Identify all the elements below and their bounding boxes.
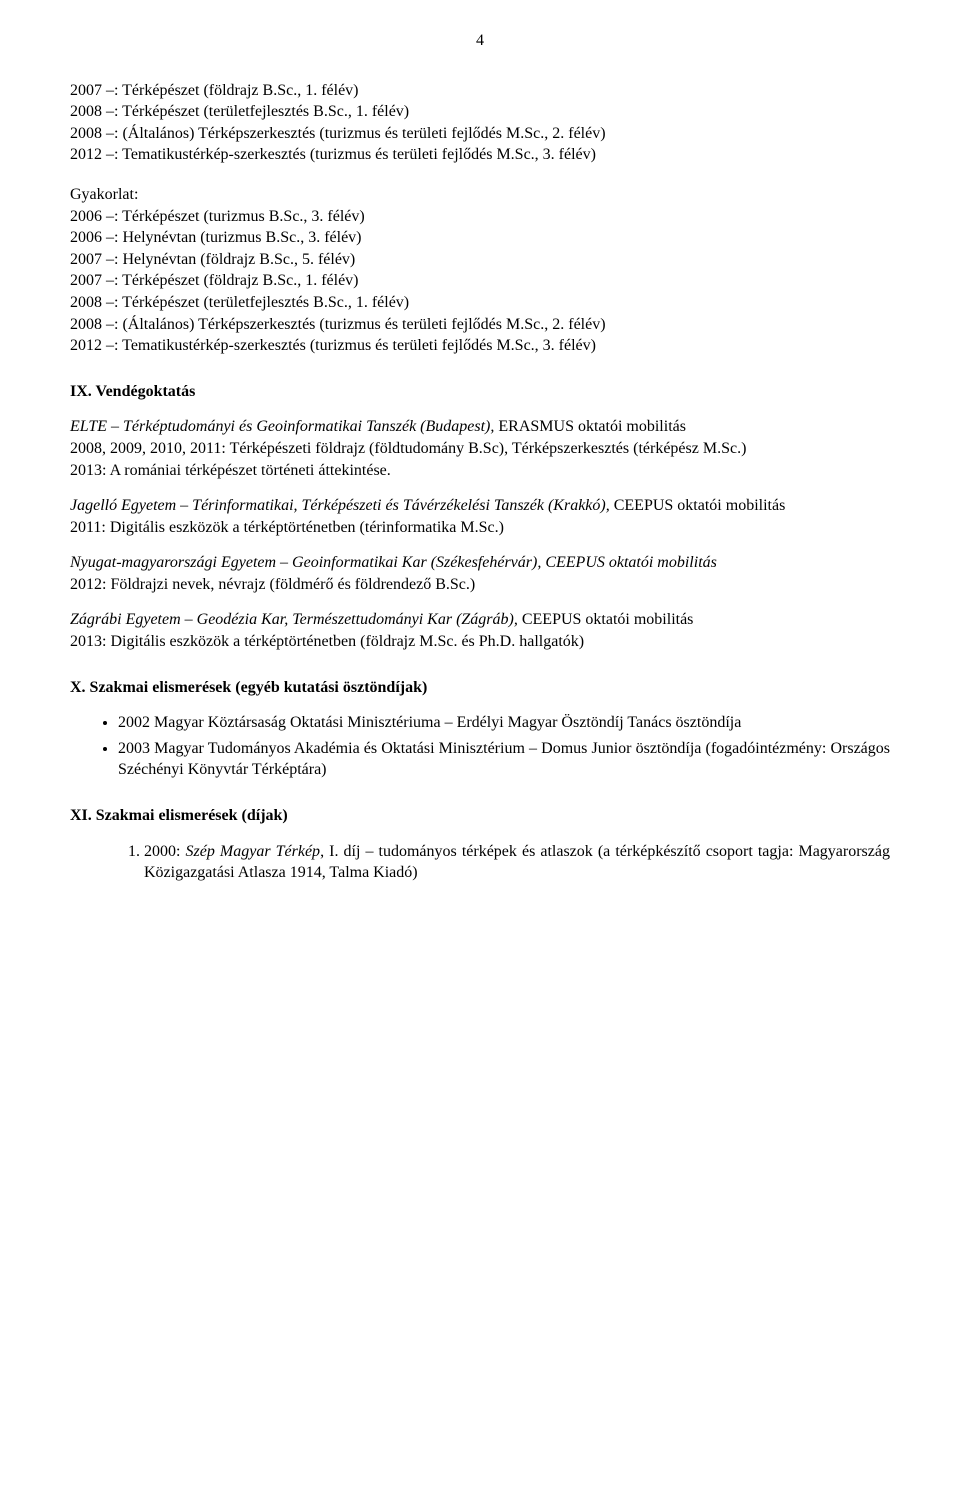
italic-text: Nyugat-magyarországi Egyetem – Geoinform… bbox=[70, 554, 717, 571]
body-text: 2013: Digitális eszközök a térképtörténe… bbox=[70, 633, 584, 650]
body-text: ERASMUS oktatói mobilitás bbox=[494, 418, 686, 435]
body-line: 2008 –: (Általános) Térképszerkesztés (t… bbox=[70, 123, 890, 145]
body-line: 2007 –: Térképészet (földrajz B.Sc., 1. … bbox=[70, 80, 890, 102]
body-text: 2013: A romániai térképészet történeti á… bbox=[70, 462, 391, 479]
section-xi-title: XI. Szakmai elismerések (díjak) bbox=[70, 805, 890, 827]
body-line: 2008 –: (Általános) Térképszerkesztés (t… bbox=[70, 314, 890, 336]
x-bullet-list: 2002 Magyar Köztársaság Oktatási Miniszt… bbox=[70, 712, 890, 781]
ix-para-1: ELTE – Térképtudományi és Geoinformatika… bbox=[70, 416, 890, 481]
body-line: 2006 –: Helynévtan (turizmus B.Sc., 3. f… bbox=[70, 227, 890, 249]
body-line: 2007 –: Helynévtan (földrajz B.Sc., 5. f… bbox=[70, 249, 890, 271]
italic-text: ELTE – Térképtudományi és Geoinformatika… bbox=[70, 418, 494, 435]
list-item: 2003 Magyar Tudományos Akadémia és Oktat… bbox=[118, 738, 890, 781]
body-line: 2008 –: Térképészet (területfejlesztés B… bbox=[70, 292, 890, 314]
gyakorlat-label: Gyakorlat: bbox=[70, 184, 890, 206]
body-text: CEEPUS oktatói mobilitás bbox=[518, 611, 694, 628]
body-text: 2000: bbox=[144, 843, 186, 860]
xi-numbered-list: 2000: Szép Magyar Térkép, I. díj – tudom… bbox=[70, 841, 890, 884]
list-item: 2000: Szép Magyar Térkép, I. díj – tudom… bbox=[144, 841, 890, 884]
body-line: 2007 –: Térképészet (földrajz B.Sc., 1. … bbox=[70, 270, 890, 292]
italic-text: Zágrábi Egyetem – Geodézia Kar, Természe… bbox=[70, 611, 518, 628]
section-ix-title: IX. Vendégoktatás bbox=[70, 381, 890, 403]
body-line: 2008 –: Térképészet (területfejlesztés B… bbox=[70, 101, 890, 123]
body-text: CEEPUS oktatói mobilitás bbox=[610, 497, 786, 514]
italic-text: Jagelló Egyetem – Térinformatikai, Térké… bbox=[70, 497, 610, 514]
body-line: 2012 –: Tematikustérkép-szerkesztés (tur… bbox=[70, 144, 890, 166]
section-x-title: X. Szakmai elismerések (egyéb kutatási ö… bbox=[70, 677, 890, 699]
body-line: 2012 –: Tematikustérkép-szerkesztés (tur… bbox=[70, 335, 890, 357]
list-item: 2002 Magyar Köztársaság Oktatási Miniszt… bbox=[118, 712, 890, 734]
gyakorlat-block: Gyakorlat: 2006 –: Térképészet (turizmus… bbox=[70, 184, 890, 357]
ix-para-4: Zágrábi Egyetem – Geodézia Kar, Természe… bbox=[70, 609, 890, 652]
page-number: 4 bbox=[70, 30, 890, 52]
top-block: 2007 –: Térképészet (földrajz B.Sc., 1. … bbox=[70, 80, 890, 166]
italic-text: Szép Magyar Térkép bbox=[186, 843, 321, 860]
ix-para-2: Jagelló Egyetem – Térinformatikai, Térké… bbox=[70, 495, 890, 538]
ix-para-3: Nyugat-magyarországi Egyetem – Geoinform… bbox=[70, 552, 890, 595]
body-text: 2012: Földrajzi nevek, névrajz (földmérő… bbox=[70, 576, 475, 593]
body-text: 2008, 2009, 2010, 2011: Térképészeti föl… bbox=[70, 440, 746, 457]
body-text: 2011: Digitális eszközök a térképtörténe… bbox=[70, 519, 504, 536]
body-line: 2006 –: Térképészet (turizmus B.Sc., 3. … bbox=[70, 206, 890, 228]
